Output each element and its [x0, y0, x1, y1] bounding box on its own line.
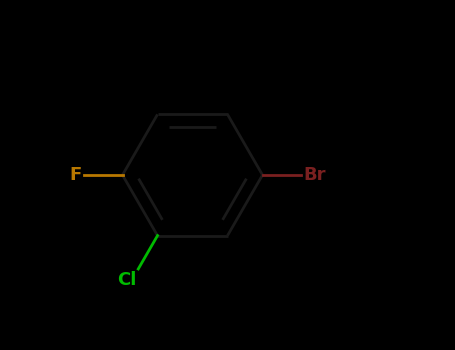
- Text: Cl: Cl: [117, 271, 136, 289]
- Text: Br: Br: [304, 166, 326, 184]
- Text: F: F: [69, 166, 81, 184]
